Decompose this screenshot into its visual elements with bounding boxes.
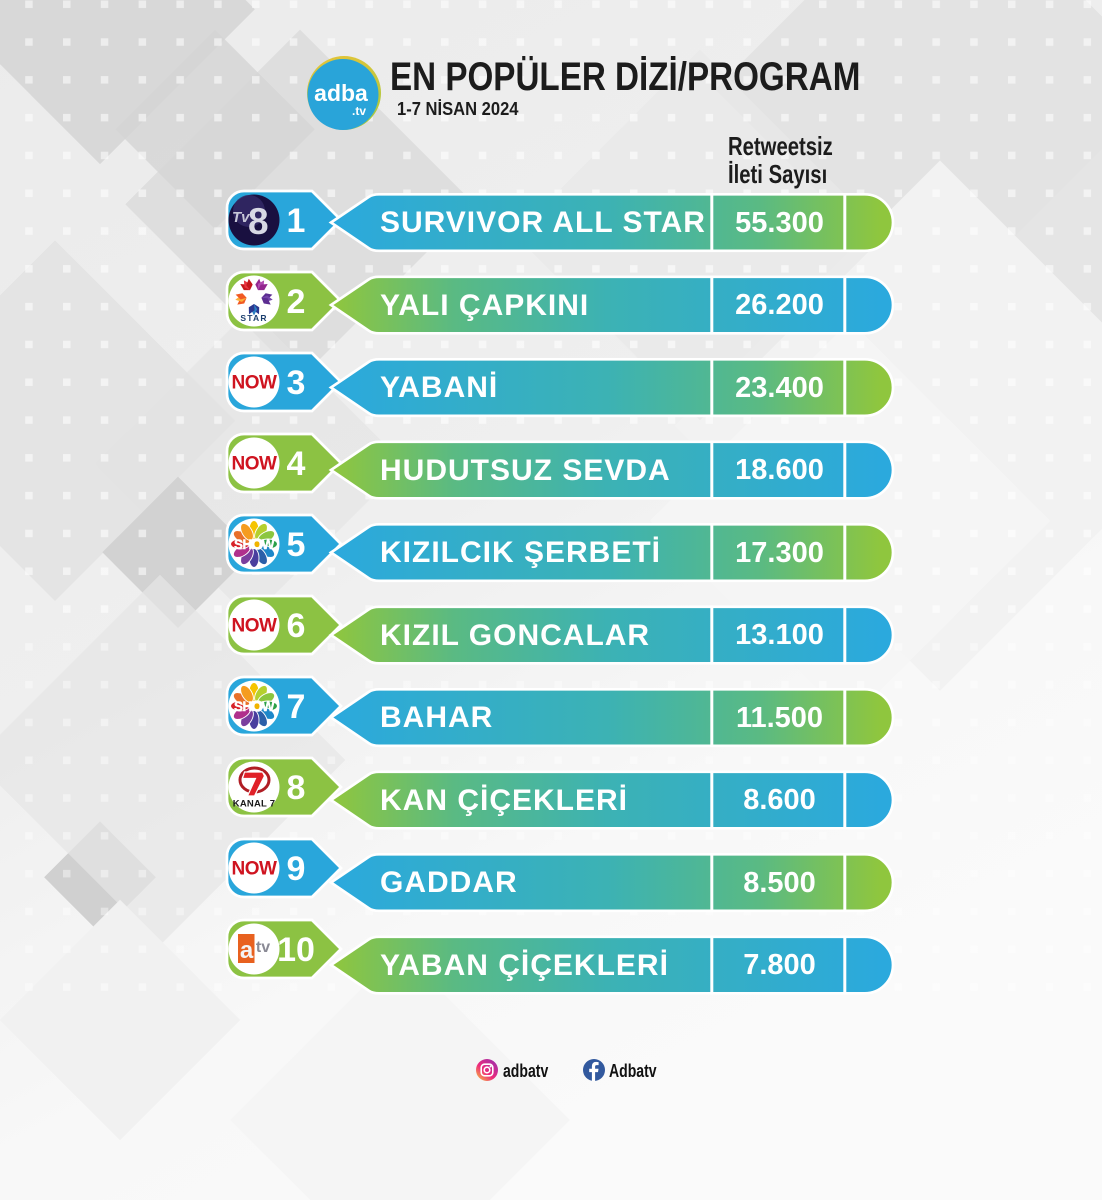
svg-text:.tv: .tv <box>352 104 366 118</box>
svg-text:NOW: NOW <box>232 616 278 637</box>
svg-text:8: 8 <box>248 201 269 242</box>
svg-text:STAR: STAR <box>240 313 267 323</box>
svg-text:SHOW: SHOW <box>234 699 275 714</box>
svg-text:NOW: NOW <box>232 454 278 475</box>
svg-text:Tv: Tv <box>232 209 251 226</box>
svg-text:a: a <box>240 937 254 964</box>
svg-text:SHOW: SHOW <box>234 537 275 552</box>
svg-text:KANAL 7: KANAL 7 <box>233 799 275 810</box>
svg-text:adba: adba <box>314 80 368 106</box>
svg-text:tv: tv <box>256 939 270 956</box>
svg-text:NOW: NOW <box>232 859 278 880</box>
svg-text:NOW: NOW <box>232 373 278 394</box>
